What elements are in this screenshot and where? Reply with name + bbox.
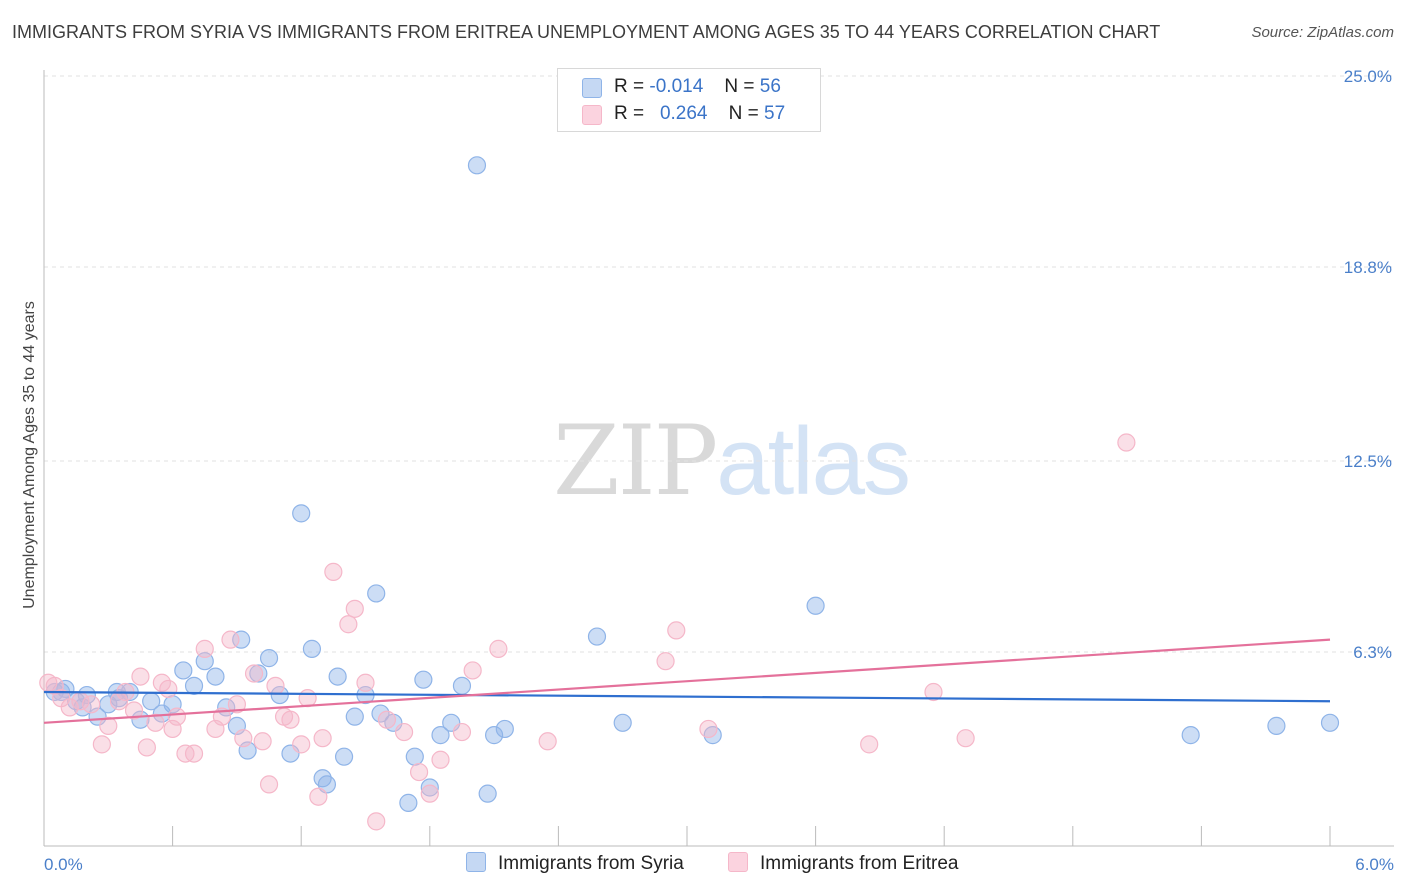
data-point-eritrea <box>163 719 182 739</box>
data-point-eritrea <box>313 729 332 748</box>
data-point-eritrea <box>281 710 300 729</box>
data-point-eritrea <box>956 729 975 748</box>
legend-swatch-eritrea <box>582 105 602 125</box>
data-point-eritrea <box>195 639 214 658</box>
bottom-legend-syria: Immigrants from Syria <box>466 852 684 875</box>
data-point-eritrea <box>431 750 450 769</box>
trend-line-syria <box>43 690 1331 703</box>
legend-text-syria: R = -0.014 N = 56 <box>614 76 781 97</box>
data-point-eritrea <box>82 695 101 714</box>
bottom-legend-eritrea: Immigrants from Eritrea <box>728 852 958 875</box>
data-point-eritrea <box>409 762 429 782</box>
bottom-legend-label-syria: Immigrants from Syria <box>498 853 684 874</box>
data-point-eritrea <box>253 732 272 751</box>
data-point-eritrea <box>137 738 156 757</box>
bottom-legend-swatch-syria <box>466 852 486 872</box>
data-point-eritrea <box>489 639 508 658</box>
data-point-syria <box>232 630 251 649</box>
data-point-syria <box>1181 726 1200 745</box>
data-point-eritrea <box>452 722 472 742</box>
data-point-syria <box>587 627 607 646</box>
data-point-eritrea <box>420 784 439 803</box>
data-point-eritrea <box>463 661 482 680</box>
data-point-eritrea <box>292 735 311 754</box>
data-point-eritrea <box>124 701 144 720</box>
data-point-syria <box>292 504 311 523</box>
correlation-legend: R = -0.014 N = 56 R = 0.264 N = 57 <box>557 68 821 132</box>
data-point-syria <box>495 719 514 739</box>
data-point-syria <box>478 784 497 803</box>
x-tick-label: 6.0% <box>1355 855 1394 874</box>
data-point-syria <box>613 713 632 732</box>
data-point-eritrea <box>309 787 328 806</box>
data-point-syria <box>1320 713 1340 732</box>
data-point-eritrea <box>924 682 943 702</box>
data-point-syria <box>405 747 424 766</box>
data-point-eritrea <box>1117 433 1136 452</box>
data-point-eritrea <box>146 713 165 732</box>
data-point-syria <box>452 676 472 695</box>
data-point-syria <box>806 596 825 615</box>
data-point-syria <box>345 707 364 726</box>
data-point-syria <box>431 726 450 745</box>
data-point-eritrea <box>221 630 240 649</box>
data-point-eritrea <box>259 775 279 794</box>
data-point-syria <box>1267 716 1286 735</box>
data-point-eritrea <box>699 719 718 739</box>
data-point-syria <box>249 664 268 683</box>
chart-source: Source: ZipAtlas.com <box>1251 24 1394 41</box>
data-point-eritrea <box>159 679 178 699</box>
data-point-eritrea <box>244 664 264 683</box>
legend-text-eritrea: R = 0.264 N = 57 <box>614 103 786 124</box>
data-point-syria <box>328 667 347 686</box>
data-point-eritrea <box>99 716 118 735</box>
y-tick-label: 6.3% <box>1353 643 1392 662</box>
data-point-eritrea <box>394 722 414 742</box>
data-point-eritrea <box>356 673 375 692</box>
data-point-eritrea <box>345 599 364 618</box>
chart-title: IMMIGRANTS FROM SYRIA VS IMMIGRANTS FROM… <box>12 22 1161 42</box>
data-point-eritrea <box>860 735 879 754</box>
data-point-syria <box>259 649 279 668</box>
data-point-eritrea <box>60 698 79 717</box>
data-point-eritrea <box>324 562 343 581</box>
data-point-syria <box>420 778 439 797</box>
data-point-syria <box>414 670 433 689</box>
legend-swatch-syria <box>582 78 602 98</box>
data-point-syria <box>334 747 354 766</box>
data-point-syria <box>174 661 193 680</box>
data-point-syria <box>195 652 214 671</box>
bottom-legend-label-eritrea: Immigrants from Eritrea <box>760 853 959 874</box>
data-point-syria <box>317 775 337 794</box>
data-point-syria <box>184 676 204 695</box>
data-point-syria <box>302 639 322 658</box>
data-point-eritrea <box>538 732 557 751</box>
y-tick-label: 12.5% <box>1344 452 1392 471</box>
data-point-eritrea <box>266 676 285 695</box>
data-point-eritrea <box>298 689 317 708</box>
data-point-eritrea <box>667 621 686 640</box>
data-point-eritrea <box>367 812 386 831</box>
data-point-eritrea <box>377 710 397 729</box>
data-point-eritrea <box>656 652 675 671</box>
trend-line-eritrea <box>43 638 1331 724</box>
data-point-syria <box>485 726 504 745</box>
data-point-syria <box>270 685 289 705</box>
data-point-eritrea <box>339 615 358 634</box>
data-point-eritrea <box>39 673 58 692</box>
data-point-eritrea <box>184 744 204 763</box>
data-point-eritrea <box>131 667 150 686</box>
bottom-legend-swatch-eritrea <box>728 852 748 872</box>
y-tick-label: 18.8% <box>1344 258 1392 277</box>
y-tick-label: 25.0% <box>1344 67 1392 86</box>
data-point-syria <box>206 667 225 686</box>
data-point-syria <box>399 793 418 812</box>
data-point-eritrea <box>234 729 253 748</box>
data-point-syria <box>467 156 487 175</box>
data-point-syria <box>367 584 386 603</box>
data-point-eritrea <box>92 735 111 754</box>
data-point-eritrea <box>227 695 246 714</box>
x-tick-label: 0.0% <box>44 855 83 874</box>
